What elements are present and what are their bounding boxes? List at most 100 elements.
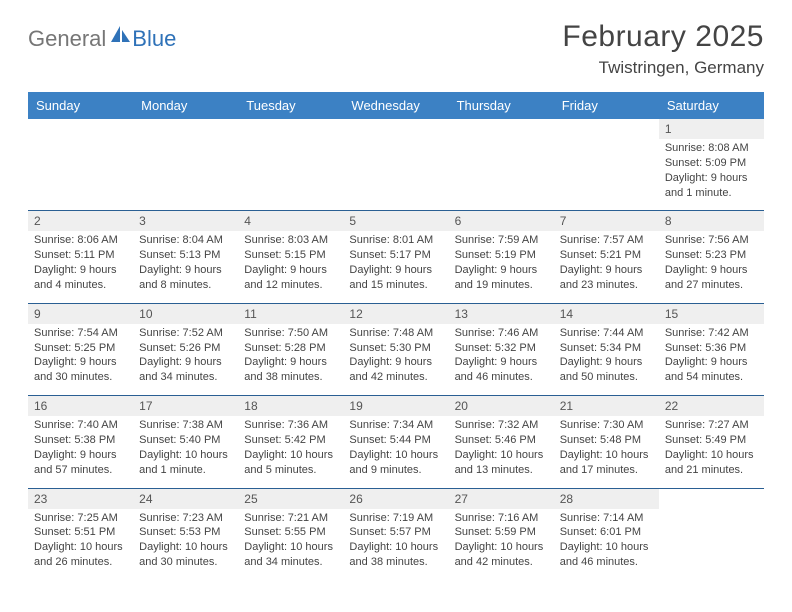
daylight-line: Daylight: 9 hours and 34 minutes.: [139, 355, 232, 385]
header-bar: General Blue February 2025 Twistringen, …: [28, 20, 764, 78]
date-cell: 1: [659, 119, 764, 139]
sunrise-line: Sunrise: 7:30 AM: [560, 418, 653, 433]
sunrise-line: Sunrise: 7:23 AM: [139, 511, 232, 526]
day-info-cell: Sunrise: 8:06 AMSunset: 5:11 PMDaylight:…: [28, 231, 133, 303]
day-info-cell: [449, 139, 554, 211]
week-date-row: 1: [28, 119, 764, 139]
day-info-cell: Sunrise: 8:01 AMSunset: 5:17 PMDaylight:…: [343, 231, 448, 303]
location-label: Twistringen, Germany: [562, 58, 764, 78]
sunset-line: Sunset: 5:42 PM: [244, 433, 337, 448]
date-cell: 11: [238, 303, 343, 324]
date-cell: [554, 119, 659, 139]
date-cell: [343, 119, 448, 139]
day-info-cell: [554, 139, 659, 211]
sunset-line: Sunset: 5:57 PM: [349, 525, 442, 540]
daylight-line: Daylight: 10 hours and 13 minutes.: [455, 448, 548, 478]
sunset-line: Sunset: 5:59 PM: [455, 525, 548, 540]
day-info-cell: Sunrise: 7:44 AMSunset: 5:34 PMDaylight:…: [554, 324, 659, 396]
sunset-line: Sunset: 6:01 PM: [560, 525, 653, 540]
sunrise-line: Sunrise: 8:01 AM: [349, 233, 442, 248]
month-title: February 2025: [562, 20, 764, 54]
week-info-row: Sunrise: 7:54 AMSunset: 5:25 PMDaylight:…: [28, 324, 764, 396]
daylight-line: Daylight: 10 hours and 42 minutes.: [455, 540, 548, 570]
date-cell: 21: [554, 396, 659, 417]
brand-logo: General Blue: [28, 20, 176, 52]
date-cell: 6: [449, 211, 554, 232]
day-header: Sunday: [28, 92, 133, 119]
daylight-line: Daylight: 9 hours and 54 minutes.: [665, 355, 758, 385]
sunrise-line: Sunrise: 7:52 AM: [139, 326, 232, 341]
week-info-row: Sunrise: 7:25 AMSunset: 5:51 PMDaylight:…: [28, 509, 764, 580]
sunset-line: Sunset: 5:36 PM: [665, 341, 758, 356]
sunrise-line: Sunrise: 7:42 AM: [665, 326, 758, 341]
date-cell: 18: [238, 396, 343, 417]
day-info-cell: Sunrise: 7:57 AMSunset: 5:21 PMDaylight:…: [554, 231, 659, 303]
sunrise-line: Sunrise: 8:06 AM: [34, 233, 127, 248]
date-cell: [28, 119, 133, 139]
sunrise-line: Sunrise: 7:16 AM: [455, 511, 548, 526]
day-info-cell: Sunrise: 7:52 AMSunset: 5:26 PMDaylight:…: [133, 324, 238, 396]
daylight-line: Daylight: 9 hours and 57 minutes.: [34, 448, 127, 478]
daylight-line: Daylight: 10 hours and 34 minutes.: [244, 540, 337, 570]
daylight-line: Daylight: 9 hours and 4 minutes.: [34, 263, 127, 293]
day-info-cell: Sunrise: 7:40 AMSunset: 5:38 PMDaylight:…: [28, 416, 133, 488]
day-info-cell: Sunrise: 7:21 AMSunset: 5:55 PMDaylight:…: [238, 509, 343, 580]
sunset-line: Sunset: 5:13 PM: [139, 248, 232, 263]
daylight-line: Daylight: 10 hours and 1 minute.: [139, 448, 232, 478]
sunrise-line: Sunrise: 7:32 AM: [455, 418, 548, 433]
day-header: Thursday: [449, 92, 554, 119]
daylight-line: Daylight: 10 hours and 21 minutes.: [665, 448, 758, 478]
date-cell: 24: [133, 488, 238, 509]
day-info-cell: Sunrise: 7:42 AMSunset: 5:36 PMDaylight:…: [659, 324, 764, 396]
sunset-line: Sunset: 5:11 PM: [34, 248, 127, 263]
date-cell: 27: [449, 488, 554, 509]
date-cell: 10: [133, 303, 238, 324]
title-block: February 2025 Twistringen, Germany: [562, 20, 764, 78]
day-info-cell: Sunrise: 8:04 AMSunset: 5:13 PMDaylight:…: [133, 231, 238, 303]
calendar-body: 1Sunrise: 8:08 AMSunset: 5:09 PMDaylight…: [28, 119, 764, 580]
sunset-line: Sunset: 5:46 PM: [455, 433, 548, 448]
day-info-cell: Sunrise: 8:03 AMSunset: 5:15 PMDaylight:…: [238, 231, 343, 303]
sunrise-line: Sunrise: 8:03 AM: [244, 233, 337, 248]
day-info-cell: Sunrise: 7:34 AMSunset: 5:44 PMDaylight:…: [343, 416, 448, 488]
sunset-line: Sunset: 5:44 PM: [349, 433, 442, 448]
date-cell: 2: [28, 211, 133, 232]
sunset-line: Sunset: 5:19 PM: [455, 248, 548, 263]
sunrise-line: Sunrise: 7:25 AM: [34, 511, 127, 526]
sunrise-line: Sunrise: 8:04 AM: [139, 233, 232, 248]
calendar-head: SundayMondayTuesdayWednesdayThursdayFrid…: [28, 92, 764, 119]
date-cell: 17: [133, 396, 238, 417]
day-info-cell: [343, 139, 448, 211]
week-info-row: Sunrise: 8:06 AMSunset: 5:11 PMDaylight:…: [28, 231, 764, 303]
day-info-cell: Sunrise: 7:14 AMSunset: 6:01 PMDaylight:…: [554, 509, 659, 580]
date-cell: [238, 119, 343, 139]
week-info-row: Sunrise: 8:08 AMSunset: 5:09 PMDaylight:…: [28, 139, 764, 211]
sunset-line: Sunset: 5:30 PM: [349, 341, 442, 356]
sunrise-line: Sunrise: 7:57 AM: [560, 233, 653, 248]
sail-icon: [110, 24, 132, 49]
sunrise-line: Sunrise: 7:54 AM: [34, 326, 127, 341]
week-date-row: 2345678: [28, 211, 764, 232]
daylight-line: Daylight: 10 hours and 38 minutes.: [349, 540, 442, 570]
daylight-line: Daylight: 10 hours and 30 minutes.: [139, 540, 232, 570]
sunset-line: Sunset: 5:26 PM: [139, 341, 232, 356]
daylight-line: Daylight: 10 hours and 17 minutes.: [560, 448, 653, 478]
date-cell: 9: [28, 303, 133, 324]
daylight-line: Daylight: 9 hours and 50 minutes.: [560, 355, 653, 385]
day-info-cell: Sunrise: 7:16 AMSunset: 5:59 PMDaylight:…: [449, 509, 554, 580]
day-info-cell: Sunrise: 7:19 AMSunset: 5:57 PMDaylight:…: [343, 509, 448, 580]
date-cell: [659, 488, 764, 509]
day-info-cell: [238, 139, 343, 211]
date-cell: 25: [238, 488, 343, 509]
daylight-line: Daylight: 9 hours and 12 minutes.: [244, 263, 337, 293]
day-header: Wednesday: [343, 92, 448, 119]
daylight-line: Daylight: 9 hours and 15 minutes.: [349, 263, 442, 293]
day-info-cell: Sunrise: 7:36 AMSunset: 5:42 PMDaylight:…: [238, 416, 343, 488]
sunset-line: Sunset: 5:40 PM: [139, 433, 232, 448]
date-cell: 4: [238, 211, 343, 232]
sunrise-line: Sunrise: 7:19 AM: [349, 511, 442, 526]
sunrise-line: Sunrise: 7:14 AM: [560, 511, 653, 526]
daylight-line: Daylight: 9 hours and 42 minutes.: [349, 355, 442, 385]
sunrise-line: Sunrise: 8:08 AM: [665, 141, 758, 156]
sunset-line: Sunset: 5:34 PM: [560, 341, 653, 356]
